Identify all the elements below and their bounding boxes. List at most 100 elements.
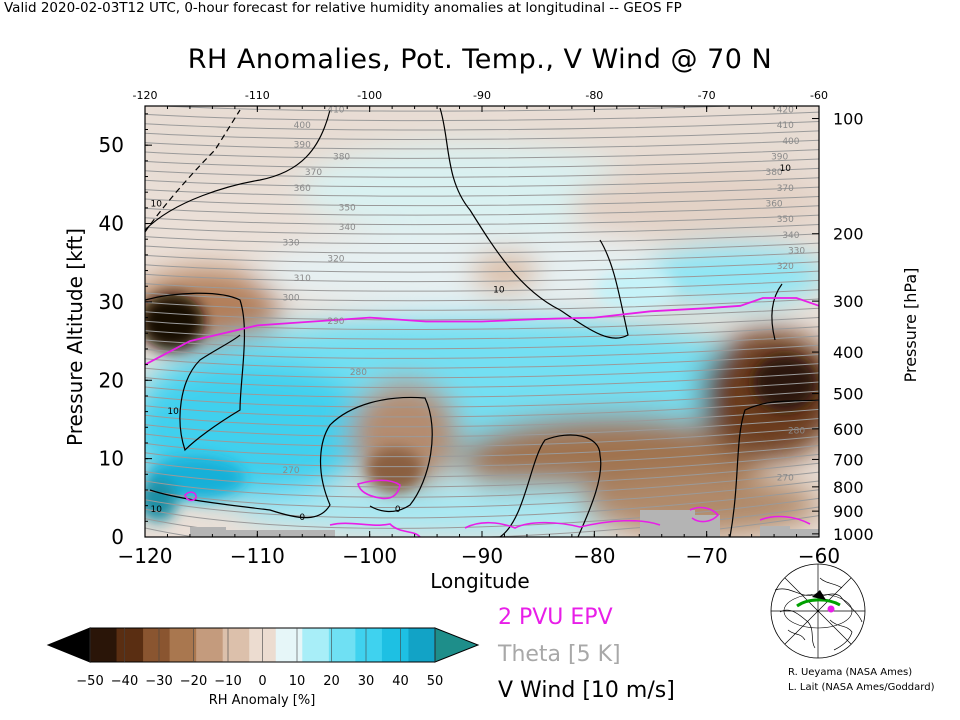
theta-contour-line (145, 363, 819, 379)
terrain-block (790, 529, 819, 537)
theta-contour-line (145, 223, 819, 235)
theta-label: 370 (777, 184, 794, 194)
colorbar-tick-label: −20 (180, 674, 207, 689)
pressure-tick-label: 1000 (833, 525, 874, 544)
theta-contour-line (154, 106, 746, 112)
terrain-block (760, 526, 790, 537)
colorbar-tick-label: −10 (214, 674, 241, 689)
vwind-contour-10-north-center (439, 107, 629, 339)
theta-contour-line (145, 289, 819, 302)
theta-label: 330 (282, 239, 299, 249)
globe-inset (770, 563, 866, 659)
vwind-label: 0 (299, 513, 305, 523)
theta-label: 300 (282, 293, 299, 303)
colorbar-tick-label: 10 (289, 674, 306, 689)
y-tick-label-left: 0 (111, 525, 124, 549)
theta-label: 270 (282, 466, 299, 476)
theta-contour-line (145, 130, 819, 140)
theta-label: 340 (339, 223, 356, 233)
legend-epv: 2 PVU EPV (498, 605, 613, 630)
theta-contour-line (145, 453, 819, 478)
x-tick-label-top: -120 (133, 89, 158, 102)
legend-theta: Theta [5 K] (498, 642, 621, 667)
colorbar-tick-label: 30 (358, 674, 375, 689)
theta-label: 400 (294, 121, 311, 131)
colorbar-segment (381, 628, 409, 662)
theta-contour-line (145, 186, 819, 197)
theta-contour-line (145, 242, 819, 254)
theta-label: 380 (765, 168, 782, 178)
y-axis-left: 0 10 20 30 40 50 (99, 113, 152, 549)
colorbar-segment (275, 628, 303, 662)
x-tick-label-bottom: −80 (573, 544, 615, 568)
vwind-label: 10 (493, 286, 505, 296)
theta-contour-line (145, 261, 819, 273)
theta-contour-line (145, 426, 819, 448)
theta-label: 330 (788, 246, 805, 256)
theta-label: 290 (327, 317, 344, 327)
theta-label: 410 (777, 121, 794, 131)
colorbar-label: RH Anomaly [%] (209, 693, 316, 708)
theta-contour-line (145, 390, 819, 408)
theta-contour-line (145, 214, 819, 226)
theta-label: 280 (350, 368, 367, 378)
theta-contour-line (145, 139, 819, 150)
epv-2pvu-tropopause-line (145, 297, 819, 366)
theta-contour-line (145, 177, 819, 188)
theta-contour-line (145, 408, 819, 428)
y-axis-right: 100 200 300 400 500 600 700 800 900 1000 (812, 110, 874, 544)
colorbar-tick-label: 20 (323, 674, 340, 689)
vwind-contour-10-east (729, 399, 819, 537)
colorbar-segment (302, 628, 330, 662)
x-tick-label-bottom: −120 (118, 544, 173, 568)
colorbar-segment (328, 628, 356, 662)
y-tick-label-left: 30 (99, 290, 124, 314)
theta-contour-line (145, 489, 819, 519)
x-tick-label-bottom: −100 (342, 544, 397, 568)
theta-contour-line (145, 195, 819, 207)
theta-label: 280 (788, 427, 805, 437)
theta-label: 320 (327, 254, 344, 264)
pressure-tick-label: 500 (833, 385, 864, 404)
terrain-block (190, 527, 226, 537)
theta-contour-line (145, 251, 819, 264)
vwind-contour-labels: 10 10 10 10 0 0 10 (151, 164, 792, 523)
theta-contour-line (145, 344, 819, 359)
colorbar-tick-label: 0 (258, 674, 266, 689)
theta-contour-line (145, 149, 819, 159)
legend-vwind: V Wind [10 m/s] (498, 678, 675, 703)
theta-contour-line (145, 233, 819, 245)
theta-contour-line (145, 270, 819, 283)
theta-label: 360 (294, 184, 311, 194)
x-tick-label-top: -90 (473, 89, 491, 102)
x-tick-label-bottom: −90 (461, 544, 503, 568)
heatmap-field: 270 270 280 280 290 300 310 320 320 330 330 340 340 3… (145, 105, 819, 537)
colorbar-tick-label: −40 (111, 674, 138, 689)
y-tick-label-left: 20 (99, 368, 124, 392)
y-tick-label-left: 40 (99, 212, 124, 236)
theta-contour-line (145, 444, 819, 468)
y-tick-label-left: 10 (99, 447, 124, 471)
pressure-tick-label: 700 (833, 450, 864, 469)
theta-label: 380 (333, 152, 350, 162)
theta-contour-line (145, 480, 819, 508)
terrain-block (640, 510, 695, 537)
theta-label: 420 (777, 105, 794, 115)
theta-contour-line (145, 158, 819, 169)
theta-contour-line (145, 399, 819, 418)
colorbar-segment (90, 628, 118, 662)
colorbar-left-extension (46, 627, 91, 663)
pressure-tick-label: 600 (833, 420, 864, 439)
colorbar-segment (116, 628, 144, 662)
vwind-label: 0 (395, 505, 401, 515)
valid-time-caption: Valid 2020-02-03T12 UTC, 0-hour forecast… (4, 0, 682, 16)
colorbar-right-extension (434, 627, 480, 663)
credit-line-2: L. Lait (NASA Ames/Goddard) (788, 682, 935, 693)
vwind-contour-10-west-low (145, 292, 246, 452)
theta-contour-line (145, 307, 819, 321)
theta-contour-line (145, 462, 819, 488)
x-axis-bottom: −120 −110 −100 −90 −80 −70 −60 (118, 531, 840, 568)
theta-contour-line (145, 435, 819, 458)
theta-contour-line (145, 353, 819, 369)
theta-contour-line (145, 497, 819, 529)
